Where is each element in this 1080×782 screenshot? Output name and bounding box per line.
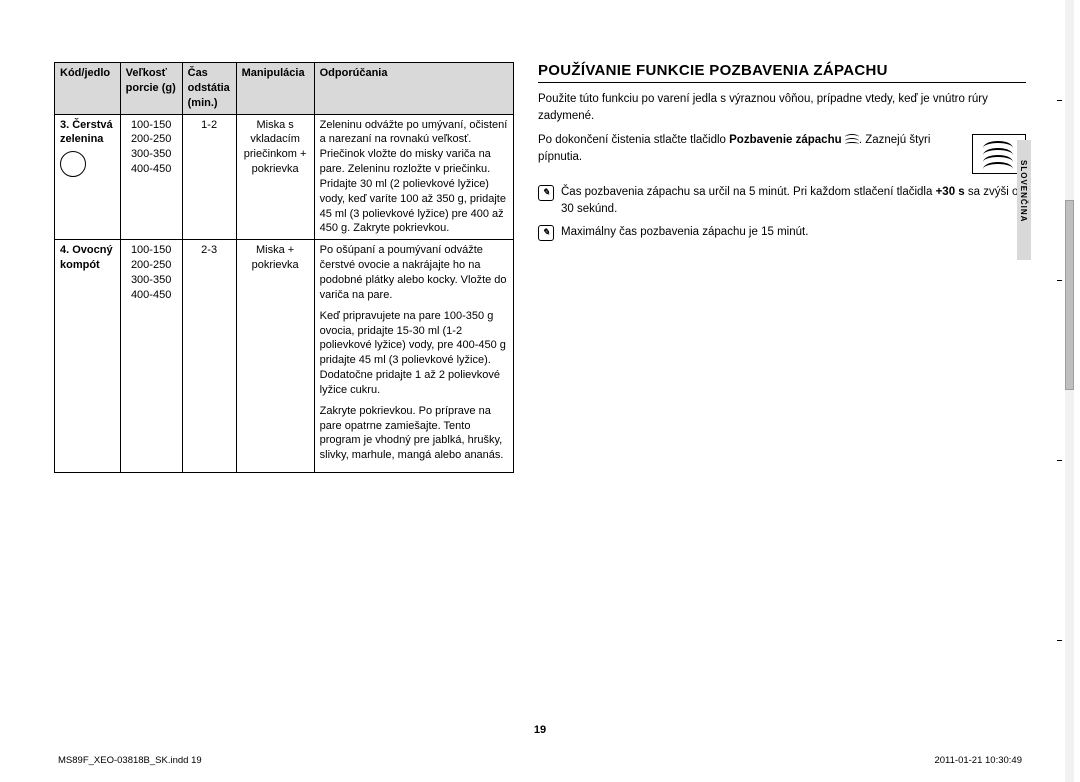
note-1-text: Čas pozbavenia zápachu sa určil na 5 min… — [561, 184, 1026, 217]
note-1: ✎ Čas pozbavenia zápachu sa určil na 5 m… — [538, 184, 1026, 217]
section-title: POUŽÍVANIE FUNKCIE POZBAVENIA ZÁPACHU — [538, 62, 1026, 83]
crop-mark — [1057, 100, 1062, 101]
th-code: Kód/jedlo — [55, 63, 121, 115]
recommend-p2: Keď pripravujete na pare 100-350 g ovoci… — [320, 309, 508, 398]
note-2-text: Maximálny čas pozbavenia zápachu je 15 m… — [561, 224, 808, 241]
cell-handling: Miska s vkladacím priečinkom + pokrievka — [236, 114, 314, 240]
cell-code: 4. Ovocný kompót — [55, 240, 121, 473]
page-number: 19 — [534, 724, 546, 736]
vegetable-icon — [60, 151, 86, 177]
cell-time: 2-3 — [182, 240, 236, 473]
language-tab: SLOVENČINA — [1017, 140, 1031, 260]
th-recommend: Odporúčania — [314, 63, 513, 115]
note-icon: ✎ — [538, 225, 554, 241]
deodorize-inline-icon — [845, 133, 859, 145]
cell-code: 3. Čerstvá zelenina — [55, 114, 121, 240]
cell-time: 1-2 — [182, 114, 236, 240]
food-table-region: Kód/jedlo Veľkosť porcie (g) Čas odstáti… — [54, 62, 514, 722]
print-footer: MS89F_XEO-03818B_SK.indd 19 2011-01-21 1… — [58, 755, 1022, 766]
th-handling: Manipulácia — [236, 63, 314, 115]
scrollbar-track[interactable] — [1065, 0, 1074, 782]
step-text: Po dokončení čistenia stlačte tlačidlo P… — [538, 132, 1026, 165]
cell-handling: Miska + pokrievka — [236, 240, 314, 473]
crop-mark — [1057, 640, 1062, 641]
step-prefix: Po dokončení čistenia stlačte tlačidlo — [538, 134, 729, 146]
cell-portion: 100-150 200-250 300-350 400-450 — [120, 114, 182, 240]
recommend-p1: Po ošúpaní a poumývaní odvážte čerstvé o… — [320, 243, 508, 302]
table-row: 4. Ovocný kompót 100-150 200-250 300-350… — [55, 240, 514, 473]
cell-recommend: Zeleninu odvážte po umývaní, očistení a … — [314, 114, 513, 240]
scrollbar-thumb[interactable] — [1065, 200, 1074, 390]
crop-mark — [1057, 280, 1062, 281]
table-header-row: Kód/jedlo Veľkosť porcie (g) Čas odstáti… — [55, 63, 514, 115]
crop-mark — [1057, 460, 1062, 461]
th-portion: Veľkosť porcie (g) — [120, 63, 182, 115]
note-2: ✎ Maximálny čas pozbavenia zápachu je 15… — [538, 224, 1026, 241]
cooking-table: Kód/jedlo Veľkosť porcie (g) Čas odstáti… — [54, 62, 514, 473]
note-icon: ✎ — [538, 185, 554, 201]
code-label: 3. Čerstvá zelenina — [60, 119, 113, 146]
odor-section: POUŽÍVANIE FUNKCIE POZBAVENIA ZÁPACHU Po… — [538, 62, 1026, 722]
th-time: Čas odstátia (min.) — [182, 63, 236, 115]
code-label: 4. Ovocný kompót — [60, 244, 113, 271]
intro-text: Použite túto funkciu po varení jedla s v… — [538, 91, 1026, 124]
footer-right: 2011-01-21 10:30:49 — [934, 755, 1022, 766]
recommend-p3: Zakryte pokrievkou. Po príprave na pare … — [320, 404, 508, 463]
table-row: 3. Čerstvá zelenina 100-150 200-250 300-… — [55, 114, 514, 240]
cell-recommend: Po ošúpaní a poumývaní odvážte čerstvé o… — [314, 240, 513, 473]
cell-portion: 100-150 200-250 300-350 400-450 — [120, 240, 182, 473]
step-bold: Pozbavenie zápachu — [729, 134, 841, 146]
lang-label: SLOVENČINA — [1019, 160, 1028, 222]
footer-left: MS89F_XEO-03818B_SK.indd 19 — [58, 755, 202, 766]
